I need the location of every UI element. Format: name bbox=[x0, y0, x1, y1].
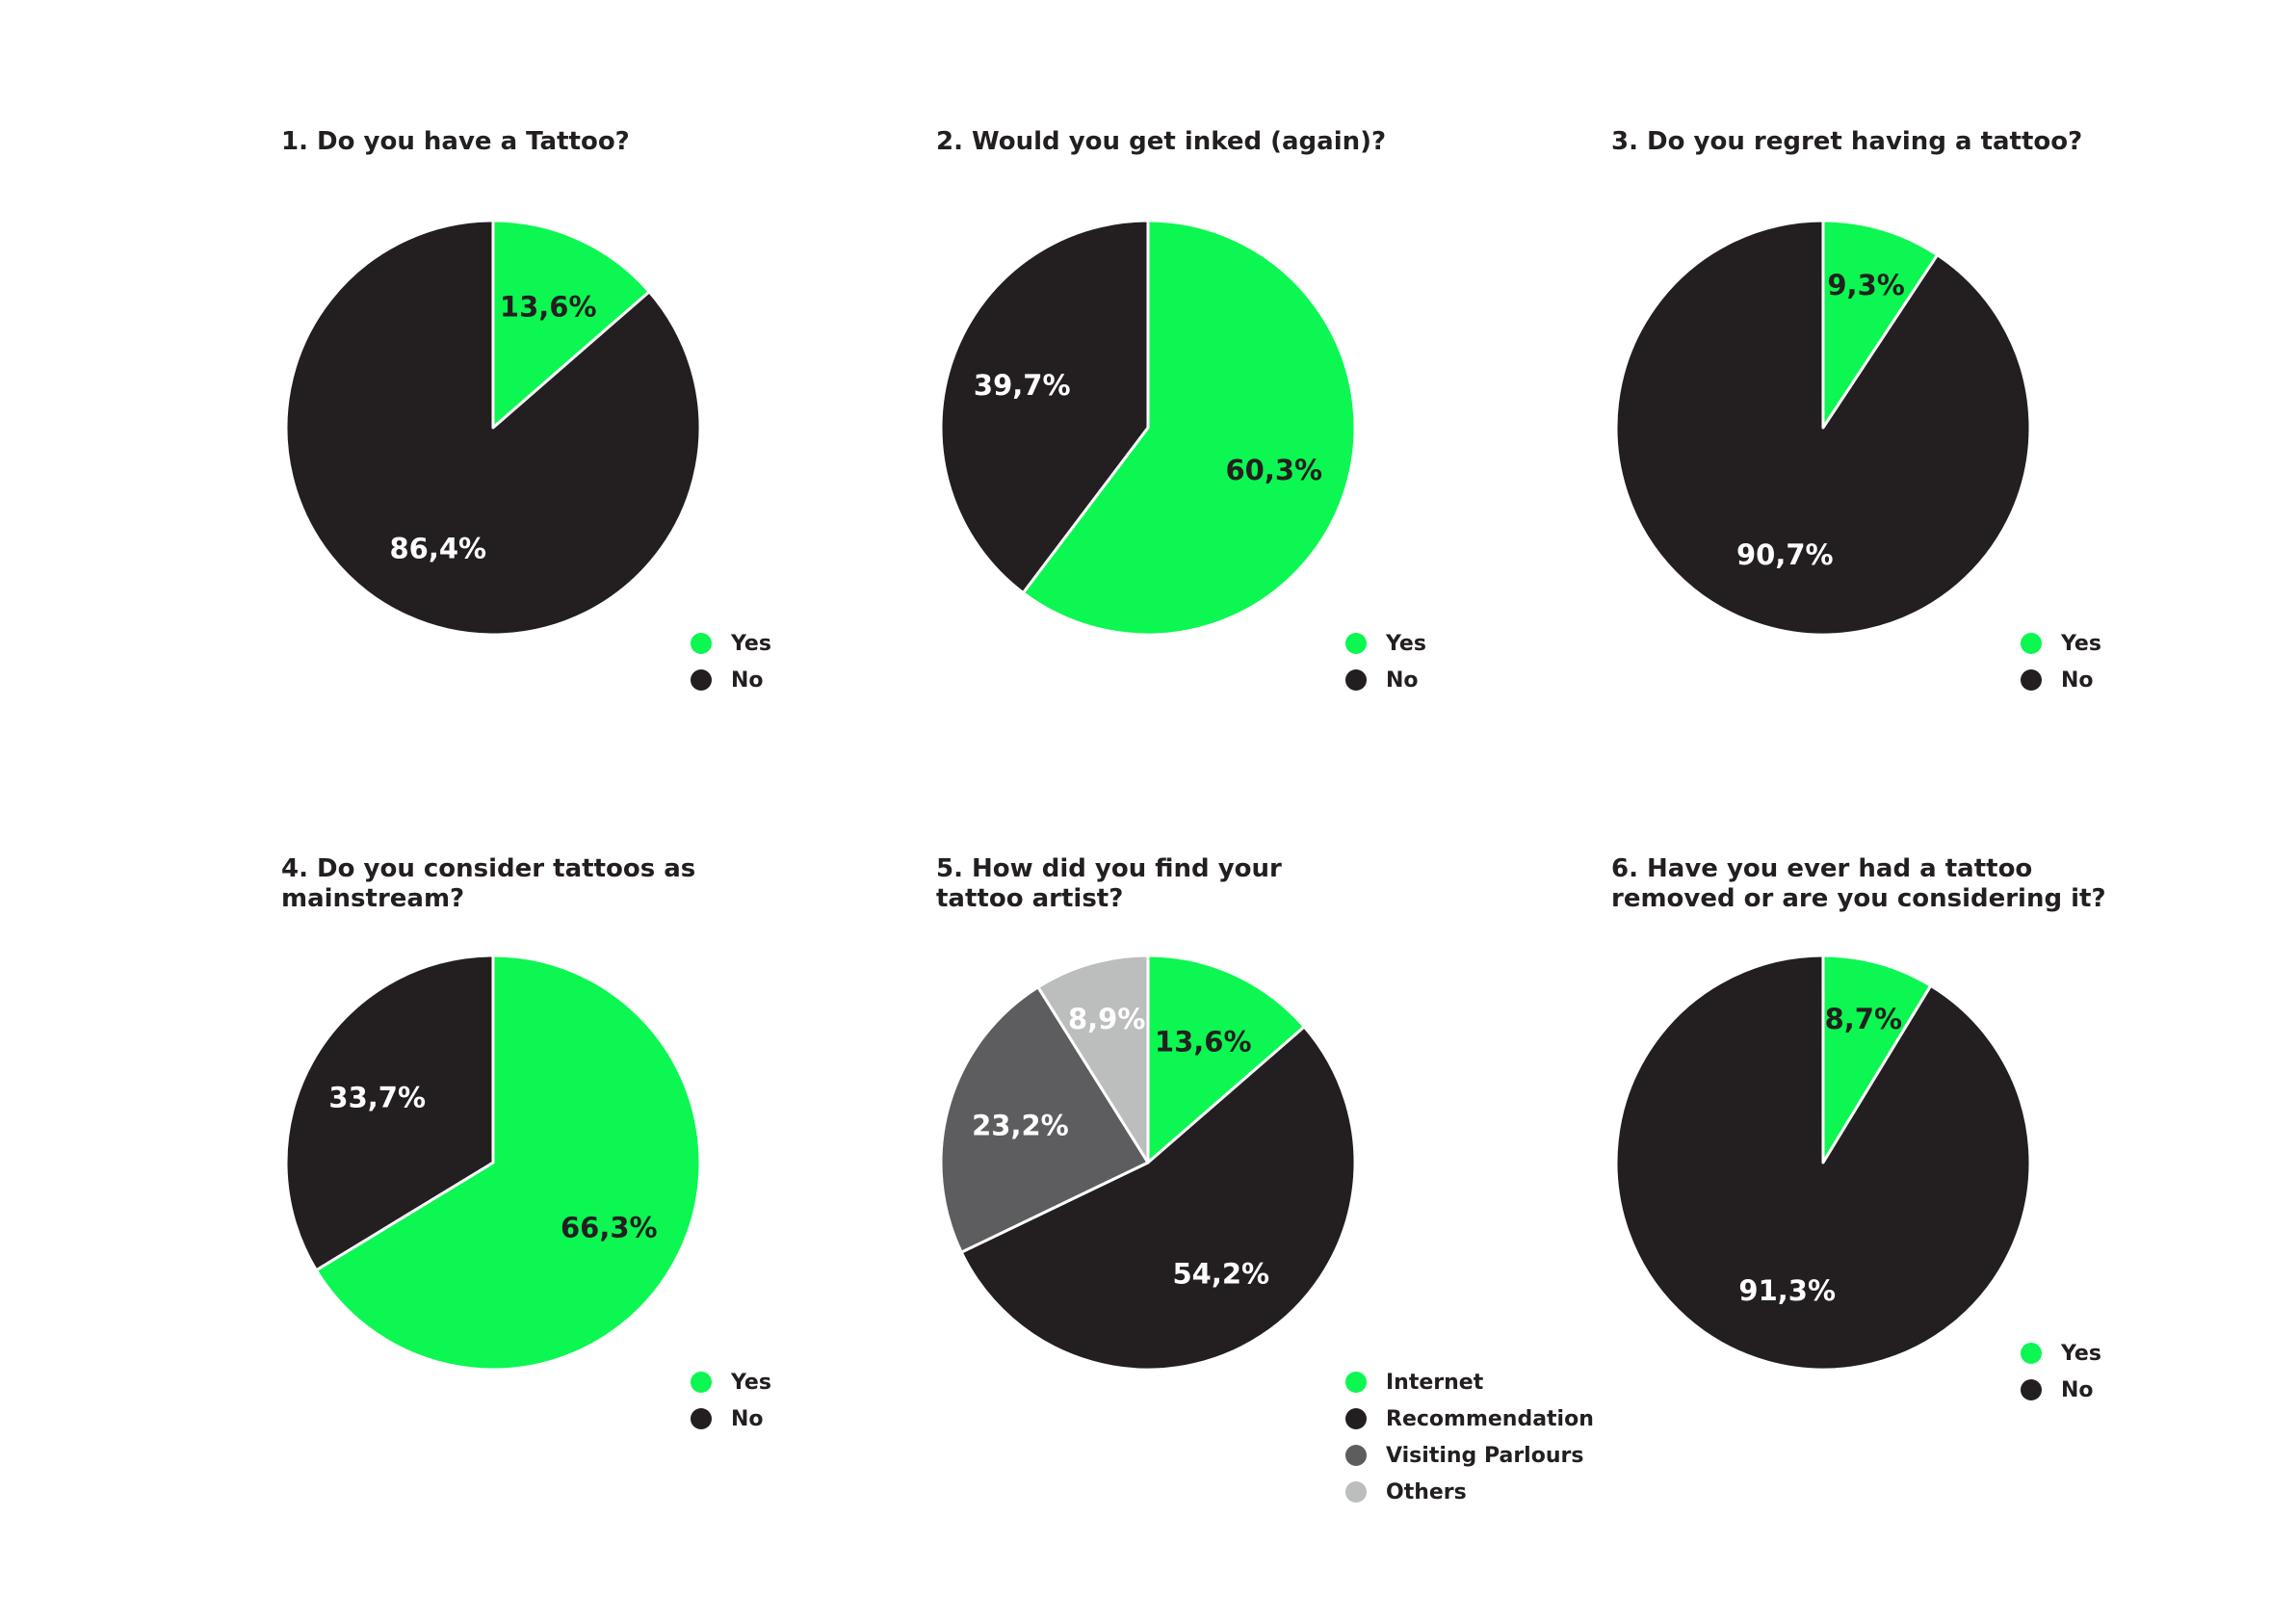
legend-item-visiting-parlours: Visiting Parlours bbox=[1345, 1437, 1594, 1474]
chart-panel-6: 6. Have you ever had a tattoo removed or… bbox=[1611, 854, 2296, 1548]
legend-label: Visiting Parlours bbox=[1386, 1443, 1584, 1468]
legend-swatch bbox=[2021, 669, 2042, 691]
chart-panel-1: 1. Do you have a Tattoo? 13,6% 86,4% Yes N… bbox=[281, 127, 994, 821]
legend: Yes No bbox=[1345, 625, 1426, 698]
legend-label: Others bbox=[1386, 1479, 1467, 1504]
legend: Yes No bbox=[2021, 625, 2101, 698]
legend-item-no: No bbox=[691, 662, 771, 698]
data-label-visiting-parlours: 23,2% bbox=[972, 1110, 1069, 1142]
data-label-yes: 60,3% bbox=[1225, 454, 1322, 486]
legend-item-no: No bbox=[1345, 662, 1426, 698]
legend-swatch bbox=[1345, 1408, 1367, 1429]
pie-slice-yes bbox=[1821, 219, 1940, 430]
legend: Internet Recommendation Visiting Parlours O… bbox=[1345, 1364, 1594, 1510]
legend: Yes No bbox=[691, 625, 771, 698]
legend-label: No bbox=[731, 1406, 764, 1431]
chart-title: 2. Would you get inked (again)? bbox=[936, 127, 1387, 156]
data-label-yes: 66,3% bbox=[561, 1212, 658, 1244]
legend-label: Yes bbox=[1386, 631, 1426, 656]
data-label-yes: 9,3% bbox=[1827, 269, 1904, 301]
legend-swatch bbox=[2021, 633, 2042, 654]
chart-title: 1. Do you have a Tattoo? bbox=[281, 127, 630, 156]
data-label-recommendation: 54,2% bbox=[1172, 1257, 1269, 1290]
legend-label: Recommendation bbox=[1386, 1406, 1594, 1431]
pie-chart: 66,3% 33,7% bbox=[284, 954, 702, 1372]
pie-slice-recommendation bbox=[959, 1025, 1357, 1372]
legend-swatch bbox=[2021, 1379, 2042, 1400]
legend-item-no: No bbox=[691, 1400, 771, 1437]
legend-item-internet: Internet bbox=[1345, 1364, 1594, 1400]
legend-swatch bbox=[691, 633, 712, 654]
data-label-no: 33,7% bbox=[328, 1081, 426, 1113]
legend-swatch bbox=[1345, 1481, 1367, 1503]
pie-slice-no bbox=[1614, 219, 2032, 637]
pie-chart: 8,7% 91,3% bbox=[1614, 954, 2032, 1372]
data-label-others: 8,9% bbox=[1068, 1003, 1145, 1035]
legend-item-yes: Yes bbox=[691, 625, 771, 662]
legend-item-yes: Yes bbox=[1345, 625, 1426, 662]
pie-chart: 13,6% 86,4% bbox=[284, 219, 702, 637]
legend-swatch bbox=[691, 1372, 712, 1393]
legend-item-yes: Yes bbox=[2021, 1335, 2101, 1372]
legend-item-recommendation: Recommendation bbox=[1345, 1400, 1594, 1437]
legend-swatch bbox=[1345, 1372, 1367, 1393]
pie-slice-no bbox=[284, 954, 495, 1272]
chart-panel-5: 5. How did you find your tattoo artist? … bbox=[936, 854, 1649, 1548]
data-label-no: 90,7% bbox=[1736, 538, 1834, 571]
legend-item-others: Others bbox=[1345, 1474, 1594, 1510]
legend-swatch bbox=[1345, 633, 1367, 654]
data-label-internet: 13,6% bbox=[1155, 1025, 1252, 1058]
legend-label: No bbox=[2061, 667, 2094, 693]
legend-item-no: No bbox=[2021, 1372, 2101, 1408]
legend-label: Internet bbox=[1386, 1370, 1484, 1395]
data-label-yes: 13,6% bbox=[500, 290, 597, 323]
chart-title: 5. How did you find your tattoo artist? bbox=[936, 854, 1282, 913]
legend-swatch bbox=[2021, 1343, 2042, 1364]
data-label-no: 39,7% bbox=[974, 369, 1071, 402]
legend-item-yes: Yes bbox=[2021, 625, 2101, 662]
data-label-yes: 8,7% bbox=[1825, 1003, 1902, 1035]
legend-item-yes: Yes bbox=[691, 1364, 771, 1400]
legend-label: Yes bbox=[2061, 1341, 2101, 1366]
chart-title: 6. Have you ever had a tattoo removed or… bbox=[1611, 854, 2106, 913]
chart-panel-4: 4. Do you consider tattoos as mainstream… bbox=[281, 854, 994, 1548]
legend-label: Yes bbox=[2061, 631, 2101, 656]
data-label-no: 91,3% bbox=[1738, 1274, 1836, 1307]
pie-chart: 9,3% 90,7% bbox=[1614, 219, 2032, 637]
chart-panel-2: 2. Would you get inked (again)? 60,3% 39,… bbox=[936, 127, 1649, 821]
chart-panel-3: 3. Do you regret having a tattoo? 9,3% 90… bbox=[1611, 127, 2296, 821]
legend-swatch bbox=[1345, 669, 1367, 691]
pie-chart: 60,3% 39,7% bbox=[939, 219, 1357, 637]
legend-swatch bbox=[1345, 1445, 1367, 1466]
pie-slice-visiting-parlours bbox=[939, 985, 1150, 1254]
pie-slice-yes bbox=[1021, 219, 1357, 637]
pie-slice-yes bbox=[1821, 954, 1933, 1164]
pie-slice-yes bbox=[314, 954, 702, 1372]
legend-label: Yes bbox=[731, 1370, 771, 1395]
data-label-no: 86,4% bbox=[389, 533, 486, 565]
pie-slice-yes bbox=[491, 219, 651, 430]
legend-label: Yes bbox=[731, 631, 771, 656]
pie-slice-internet bbox=[1146, 954, 1306, 1164]
legend-swatch bbox=[691, 1408, 712, 1429]
pie-slice-no bbox=[939, 219, 1150, 595]
legend-label: No bbox=[1386, 667, 1419, 693]
chart-title: 4. Do you consider tattoos as mainstream… bbox=[281, 854, 696, 913]
chart-title: 3. Do you regret having a tattoo? bbox=[1611, 127, 2083, 156]
legend-label: No bbox=[2061, 1377, 2094, 1402]
legend-label: No bbox=[731, 667, 764, 693]
legend-item-no: No bbox=[2021, 662, 2101, 698]
pie-slice-no bbox=[1614, 954, 2032, 1372]
legend-swatch bbox=[691, 669, 712, 691]
pie-slice-no bbox=[284, 219, 702, 637]
legend: Yes No bbox=[691, 1364, 771, 1437]
pie-chart: 13,6% 54,2% 23,2% 8,9% bbox=[939, 954, 1357, 1372]
legend: Yes No bbox=[2021, 1335, 2101, 1408]
pie-slice-others bbox=[1036, 954, 1150, 1164]
